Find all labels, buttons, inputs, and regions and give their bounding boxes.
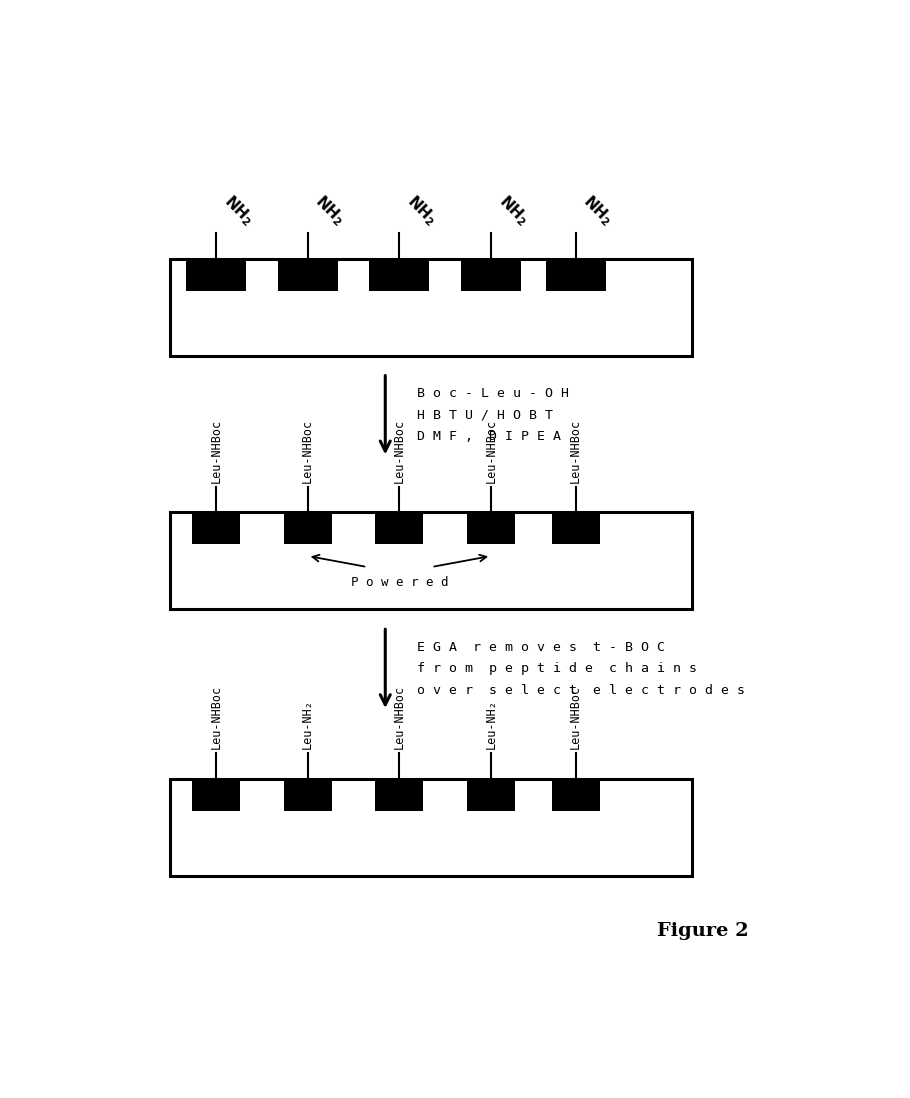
Text: Leu-NHBoc: Leu-NHBoc <box>301 418 314 483</box>
Bar <box>551 512 600 545</box>
Text: E G A  r e m o v e s  t - B O C
f r o m  p e p t i d e  c h a i n s
o v e r  s e: E G A r e m o v e s t - B O C f r o m p … <box>417 640 745 696</box>
Text: Leu-NHBoc: Leu-NHBoc <box>393 418 406 483</box>
Text: Leu-NHBoc: Leu-NHBoc <box>569 685 582 749</box>
Bar <box>170 778 693 876</box>
Text: Leu-NHBoc: Leu-NHBoc <box>569 418 582 483</box>
Text: Leu-NHBoc: Leu-NHBoc <box>393 685 406 749</box>
Text: P o w e r e d: P o w e r e d <box>350 575 448 589</box>
Text: Leu-NHBoc: Leu-NHBoc <box>484 418 498 483</box>
Text: $\mathbf{NH_2}$: $\mathbf{NH_2}$ <box>311 191 349 229</box>
Text: Leu-NH₂: Leu-NH₂ <box>484 699 498 749</box>
Bar <box>192 778 240 810</box>
Text: Figure 2: Figure 2 <box>657 921 748 940</box>
Bar <box>284 512 331 545</box>
Text: $\mathbf{NH_2}$: $\mathbf{NH_2}$ <box>403 191 440 229</box>
Text: Leu-NHBoc: Leu-NHBoc <box>209 685 223 749</box>
Bar <box>186 259 246 291</box>
Text: B o c - L e u - O H
H B T U / H O B T
D M F ,  D I P E A: B o c - L e u - O H H B T U / H O B T D … <box>417 386 569 442</box>
Bar <box>376 512 423 545</box>
Text: Leu-NH₂: Leu-NH₂ <box>301 699 314 749</box>
Bar <box>467 778 515 810</box>
Bar <box>369 259 430 291</box>
Bar <box>192 512 240 545</box>
Bar <box>170 259 693 356</box>
Text: $\mathbf{NH_2}$: $\mathbf{NH_2}$ <box>219 191 257 229</box>
Bar <box>376 778 423 810</box>
Bar <box>551 778 600 810</box>
Bar <box>170 512 693 609</box>
Bar <box>546 259 606 291</box>
Bar <box>278 259 338 291</box>
Text: Leu-NHBoc: Leu-NHBoc <box>209 418 223 483</box>
Text: $\mathbf{NH_2}$: $\mathbf{NH_2}$ <box>495 191 532 229</box>
Bar <box>467 512 515 545</box>
Bar <box>461 259 521 291</box>
Text: $\mathbf{NH_2}$: $\mathbf{NH_2}$ <box>580 191 617 229</box>
Bar <box>284 778 331 810</box>
